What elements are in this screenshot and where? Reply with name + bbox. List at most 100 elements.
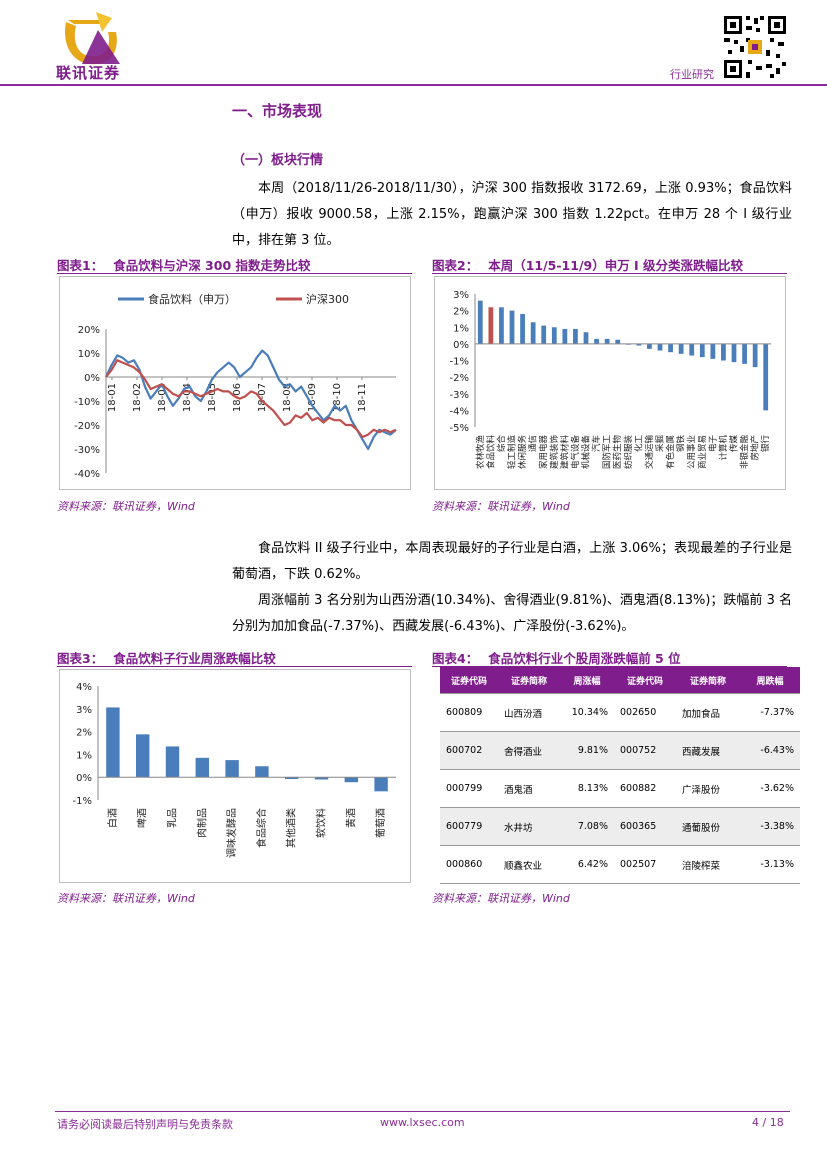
table-cell: 舍得酒业: [498, 731, 560, 770]
x-tick-label: 建筑装饰: [549, 435, 560, 470]
section-heading: 一、市场表现: [232, 102, 323, 120]
figure-2-rule: [432, 273, 787, 274]
table-cell: 000752: [614, 731, 676, 770]
figure-3-chart: 4% 3% 2% 1% 0% -1% 白酒 啤酒 乳品 肉制品 调味发酵品 食品综合 其他酒类 软饮料 黄酒…: [59, 669, 411, 883]
table-header-row: 证券代码 证券简称 周涨幅 证券代码 证券简称 周跌幅: [440, 667, 800, 694]
bar: [668, 343, 673, 353]
bar: [520, 313, 525, 344]
y-tick-label: -10%: [74, 397, 100, 408]
y-tick-label: 0%: [76, 773, 92, 784]
table-cell: 通葡股份: [676, 807, 740, 846]
figure-1-title: 图表1： 食品饮料与沪深 300 指数走势比较: [57, 258, 311, 273]
bar: [551, 327, 557, 344]
bar-chart-subindustry: 4% 3% 2% 1% 0% -1% 白酒 啤酒 乳品 肉制品 调味发酵品 食品综合 其他酒类 软饮料 黄酒…: [73, 682, 396, 858]
bar: [647, 343, 652, 349]
bar: [135, 734, 150, 778]
bar: [636, 343, 642, 346]
bar: [541, 325, 547, 344]
figure-4-source: 资料来源：联讯证券，Wind: [432, 892, 570, 905]
paragraph-subindustry: 食品饮料 II 级子行业中，本周表现最好的子行业是白酒，上涨 3.06%；表现最…: [232, 541, 792, 582]
x-tick-label: 黄酒: [344, 808, 357, 828]
x-tick-label: 18-07: [257, 383, 268, 412]
table-cell: 600702: [440, 731, 498, 770]
y-tick-label: -20%: [74, 421, 100, 432]
table-header-cell: 证券代码: [440, 667, 498, 694]
x-tick-label: 18-08: [282, 383, 293, 412]
x-tick-label: 18-11: [357, 383, 368, 412]
y-tick-label: 0%: [84, 373, 100, 384]
footer-website-link[interactable]: www.lxsec.com: [380, 1116, 465, 1129]
bar: [165, 746, 180, 778]
x-tick-label: 乳品: [166, 808, 179, 828]
table-cell: -3.38%: [740, 807, 800, 846]
bar: [255, 766, 269, 778]
x-tick-label: 医药生物: [612, 435, 623, 470]
legend-label-1: 食品饮料（申万）: [148, 292, 236, 306]
table-cell: 600365: [614, 807, 676, 846]
bar: [657, 343, 663, 351]
x-tick-label: 公用事业: [686, 435, 697, 469]
bar: [106, 707, 120, 778]
x-tick-label: 机械设备: [581, 435, 592, 470]
x-tick-label: 通信: [528, 435, 539, 453]
paragraph-top-stocks: 周涨幅前 3 名分别为山西汾酒(10.34%)、舍得酒业(9.81%)、酒鬼酒(…: [232, 593, 792, 634]
table-cell: 000799: [440, 769, 498, 808]
x-tick-label: 18-02: [132, 383, 143, 412]
line-chart-index-trend: 20% 10% 0% -10% -20% -30% -40% 18-01 18-02 18-03 1…: [74, 292, 397, 480]
y-tick-label: -1%: [73, 796, 92, 807]
x-tick-label: 18-03: [157, 383, 168, 412]
x-tick-label: 食品综合: [255, 808, 268, 848]
x-tick-label: 肉制品: [195, 808, 208, 838]
bar: [615, 339, 621, 344]
bar: [488, 307, 494, 344]
table-cell: 8.13%: [560, 769, 614, 808]
bar: [689, 343, 695, 356]
series-line-2: [105, 359, 397, 439]
x-tick-label: 计算机: [718, 435, 729, 461]
stock-table: 证券代码 证券简称 周涨幅 证券代码 证券简称 周跌幅 600809 山西汾酒 10.34% 0…: [440, 667, 800, 884]
bar: [284, 777, 299, 780]
table-header-cell: 证券代码: [614, 667, 676, 694]
figure-2-chart: 3% 2% 1% 0% -1% -2% -3% -4% -5% 农林牧渔 食品饮料 综合 轻工制造 休闲服…: [434, 276, 786, 490]
table-cell: 600779: [440, 807, 498, 846]
table-row: 600702 舍得酒业 9.81% 000752 西藏发展 -6.43%: [440, 731, 800, 770]
stock-table-wrapper: 证券代码 证券简称 周涨幅 证券代码 证券简称 周跌幅 600809 山西汾酒 10.34% 0…: [440, 667, 800, 884]
x-tick-label: 商业贸易: [697, 435, 708, 469]
bar: [763, 343, 769, 411]
figure-3-rule: [57, 666, 412, 667]
y-tick-label: 1%: [453, 323, 469, 334]
x-tick-label: 综合: [496, 435, 507, 453]
footer-disclaimer-link[interactable]: 请务必阅读最后特别声明与免责条款: [57, 1118, 233, 1131]
qr-code-icon: [722, 14, 788, 80]
bar: [195, 757, 210, 778]
x-tick-label: 采掘: [655, 435, 666, 452]
x-tick-label: 国防军工: [602, 435, 613, 470]
bar: [530, 322, 536, 344]
figure-3-source: 资料来源：联讯证券，Wind: [57, 892, 195, 905]
table-cell: -7.37%: [740, 693, 800, 732]
subsection-heading: （一）板块行情: [232, 153, 324, 168]
figure-1-chart: 20% 10% 0% -10% -20% -30% -40% 18-01 18-02 18-03 1…: [59, 276, 411, 490]
x-tick-label: 啤酒: [137, 808, 149, 828]
x-tick-label: 食品饮料: [485, 435, 496, 470]
bar: [678, 343, 684, 354]
bar: [699, 343, 705, 358]
y-tick-label: -2%: [450, 373, 469, 384]
bar: [583, 332, 589, 344]
table-row: 600809 山西汾酒 10.34% 002650 加加食品 -7.37%: [440, 693, 800, 732]
y-tick-label: 0%: [453, 340, 469, 351]
bar: [710, 343, 716, 359]
table-cell: -3.62%: [740, 769, 800, 808]
footer-divider: [55, 1111, 790, 1112]
y-tick-label: 3%: [453, 290, 469, 301]
figure-4-title: 图表4： 食品饮料行业个股周涨跌幅前 5 位: [432, 651, 681, 666]
page-number: 4 / 18: [752, 1116, 784, 1129]
section-tag: 行业研究: [670, 68, 714, 81]
y-tick-label: 1%: [76, 750, 92, 761]
x-tick-label: 钢铁: [676, 435, 687, 453]
y-tick-label: -40%: [74, 469, 100, 480]
bar: [374, 777, 388, 792]
y-tick-label: 2%: [76, 728, 92, 739]
x-tick-label: 18-09: [307, 383, 318, 412]
x-tick-label: 农林牧渔: [475, 435, 486, 470]
